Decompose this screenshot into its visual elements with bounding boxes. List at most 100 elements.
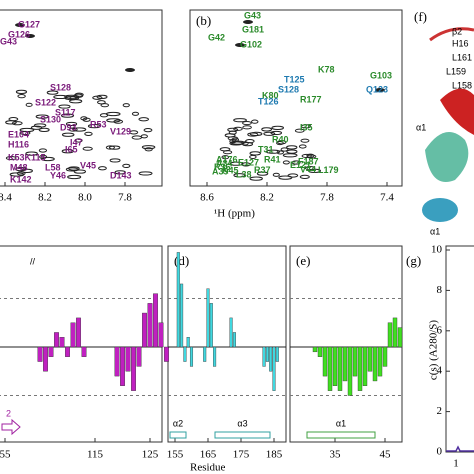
bar xyxy=(54,332,59,348)
peak xyxy=(58,104,71,109)
peak xyxy=(5,155,17,161)
peak-label: V129 xyxy=(110,126,131,136)
peak xyxy=(138,117,149,122)
peak-label: I35 xyxy=(300,122,313,132)
peak xyxy=(143,128,153,133)
peak xyxy=(25,151,38,156)
peak xyxy=(72,127,87,132)
peak xyxy=(141,145,156,150)
peak xyxy=(80,116,88,121)
peak xyxy=(298,144,307,149)
peak-label: V45 xyxy=(80,160,96,170)
peak xyxy=(8,117,19,122)
panel-a-frame xyxy=(0,9,163,187)
peak xyxy=(301,153,312,159)
tick-label: 4 xyxy=(437,365,443,377)
peak xyxy=(92,95,103,100)
panel-label: (f) xyxy=(414,9,427,24)
bar xyxy=(342,346,348,382)
peak-label: T125 xyxy=(284,74,305,84)
peak xyxy=(286,149,298,154)
peak xyxy=(242,125,252,130)
peak-label: G43 xyxy=(0,36,17,46)
peak-label: R53 xyxy=(90,119,107,129)
axis-label: Residue xyxy=(190,462,226,474)
bar xyxy=(337,346,343,391)
peak xyxy=(251,119,259,124)
structure-label: L161 xyxy=(452,52,472,62)
ss-label: 2 xyxy=(6,408,11,418)
peak-label: G42 xyxy=(208,32,225,42)
bar xyxy=(48,346,54,357)
tick-label: 1 xyxy=(453,458,459,470)
bar xyxy=(332,346,338,386)
peak xyxy=(282,153,298,158)
peak xyxy=(221,155,230,160)
peak-label: G102 xyxy=(240,39,262,49)
peak xyxy=(276,140,284,146)
axis-break: // xyxy=(30,256,36,266)
peak xyxy=(245,139,255,144)
peak xyxy=(98,166,107,171)
helix-box xyxy=(306,431,376,439)
peak xyxy=(25,34,35,38)
bar xyxy=(229,317,233,348)
bar xyxy=(131,346,136,391)
peak xyxy=(219,147,231,152)
tick-label: 0 xyxy=(437,446,443,458)
peak xyxy=(300,138,310,143)
bar xyxy=(392,317,398,348)
peak xyxy=(375,88,385,92)
peak xyxy=(84,131,93,136)
peak xyxy=(144,147,153,152)
strand xyxy=(1,418,21,436)
bar xyxy=(322,346,328,377)
tick-label: 35 xyxy=(330,449,342,461)
peak xyxy=(73,169,87,174)
bar xyxy=(357,346,363,391)
peak xyxy=(122,163,131,168)
tick-label: 8.6 xyxy=(200,192,214,204)
bar xyxy=(142,312,147,348)
bar xyxy=(81,346,87,357)
tick-label: 155 xyxy=(167,449,184,461)
tick-label: 115 xyxy=(87,449,104,461)
peak xyxy=(261,127,273,132)
ss-label: α2 xyxy=(173,418,183,428)
peak xyxy=(256,171,269,176)
peak xyxy=(39,154,48,159)
peak-label: I65 xyxy=(65,144,78,154)
structure-label: β2 xyxy=(452,26,462,36)
bar xyxy=(189,346,194,367)
peak xyxy=(61,149,74,154)
peak-label: R177 xyxy=(300,94,322,104)
peak-label: M48 xyxy=(10,162,28,172)
peak xyxy=(280,147,289,152)
tick-label: 7.8 xyxy=(118,192,132,204)
peak-label: T126 xyxy=(258,96,279,106)
peak xyxy=(249,154,257,160)
peak xyxy=(282,160,290,165)
bar xyxy=(262,346,266,367)
peak-label: A34 xyxy=(216,158,233,168)
distribution-line xyxy=(446,445,474,452)
panel-b-frame xyxy=(189,9,403,187)
peak-label: T31 xyxy=(258,144,274,154)
peak xyxy=(108,145,121,150)
peak xyxy=(265,149,281,154)
peak-label: S128 xyxy=(50,82,71,92)
peak xyxy=(224,133,236,138)
peak-label: I47 xyxy=(70,137,83,147)
peak xyxy=(286,145,298,150)
peak-label: L38 xyxy=(236,169,252,179)
peak xyxy=(53,94,68,100)
tick-label: 7.4 xyxy=(380,192,394,204)
peak xyxy=(35,114,49,119)
peak-label: D93 xyxy=(60,122,77,132)
bar xyxy=(59,337,65,348)
peak xyxy=(231,137,240,142)
bar xyxy=(387,322,393,348)
bar xyxy=(164,346,169,362)
peak-label: H116 xyxy=(8,139,29,149)
